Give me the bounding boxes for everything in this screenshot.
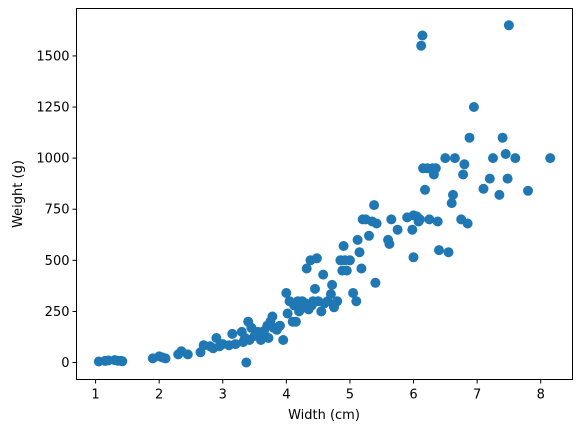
x-tick-label-0: 1 xyxy=(91,388,99,403)
y-tick-label-4: 1000 xyxy=(36,152,69,167)
x-tick-label-2: 3 xyxy=(219,388,227,403)
data-point-64 xyxy=(316,306,327,317)
data-point-121 xyxy=(468,102,479,112)
x-tick-label-3: 4 xyxy=(282,388,290,403)
data-point-108 xyxy=(430,163,441,174)
data-point-87 xyxy=(369,200,380,211)
y-tick-label-2: 500 xyxy=(45,254,70,269)
y-tick-label-0: 0 xyxy=(61,356,69,371)
data-point-123 xyxy=(484,173,495,184)
data-point-43 xyxy=(278,335,289,345)
data-point-88 xyxy=(370,277,381,288)
data-point-27 xyxy=(241,357,252,368)
data-point-129 xyxy=(503,20,514,31)
data-point-91 xyxy=(384,239,395,249)
data-point-85 xyxy=(364,230,374,241)
x-axis-label: Width (cm) xyxy=(288,408,360,423)
data-point-124 xyxy=(488,153,498,164)
data-point-105 xyxy=(424,214,435,225)
data-point-79 xyxy=(351,296,362,307)
data-point-119 xyxy=(462,218,473,229)
x-tick-label-5: 6 xyxy=(409,388,417,403)
x-tick-label-1: 2 xyxy=(155,388,163,403)
plot-frame xyxy=(76,8,573,380)
x-axis-ticks: 1 2 3 4 5 6 7 8 xyxy=(91,379,545,403)
data-point-117 xyxy=(458,169,469,180)
data-point-99 xyxy=(414,214,425,225)
data-point-103 xyxy=(420,184,430,195)
data-point-22 xyxy=(227,328,238,339)
data-point-92 xyxy=(386,214,397,225)
data-point-80 xyxy=(352,234,363,245)
data-point-110 xyxy=(434,245,444,256)
data-point-122 xyxy=(478,183,489,194)
data-point-39 xyxy=(267,311,278,322)
data-point-126 xyxy=(497,132,508,143)
data-point-82 xyxy=(356,263,367,274)
data-point-13 xyxy=(182,349,193,360)
data-point-44 xyxy=(281,288,292,298)
data-point-37 xyxy=(263,333,274,343)
y-tick-label-1: 250 xyxy=(45,305,70,320)
data-point-113 xyxy=(446,198,457,209)
data-point-42 xyxy=(275,320,285,331)
data-point-127 xyxy=(500,149,511,159)
data-point-76 xyxy=(341,265,352,276)
data-point-118 xyxy=(459,159,470,170)
data-point-45 xyxy=(282,308,293,319)
data-point-130 xyxy=(510,153,521,164)
data-point-112 xyxy=(443,247,454,258)
points-layer xyxy=(93,20,556,368)
y-tick-label-5: 1250 xyxy=(36,101,69,116)
data-point-132 xyxy=(545,153,556,164)
data-point-111 xyxy=(440,153,451,164)
data-point-49 xyxy=(290,316,301,327)
data-point-68 xyxy=(325,289,336,300)
data-point-109 xyxy=(432,216,443,227)
data-point-65 xyxy=(318,269,329,280)
data-point-125 xyxy=(494,189,505,200)
x-tick-label-4: 5 xyxy=(346,388,354,403)
data-point-133 xyxy=(408,252,419,263)
data-point-120 xyxy=(464,132,475,143)
data-point-115 xyxy=(449,153,460,164)
data-point-74 xyxy=(338,241,349,251)
y-tick-label-6: 1500 xyxy=(36,49,69,64)
data-point-89 xyxy=(371,218,382,229)
data-point-10 xyxy=(160,353,171,364)
data-point-95 xyxy=(407,224,418,235)
data-point-23 xyxy=(230,339,241,350)
data-point-128 xyxy=(502,173,513,184)
data-point-81 xyxy=(354,247,365,258)
data-point-61 xyxy=(310,283,320,294)
data-point-6 xyxy=(117,356,128,367)
data-point-62 xyxy=(311,253,322,264)
data-point-100 xyxy=(416,40,427,51)
data-point-101 xyxy=(417,30,428,41)
data-point-56 xyxy=(301,263,312,274)
y-axis-ticks: 0 250 500 750 1000 1250 1500 xyxy=(36,49,77,371)
data-point-114 xyxy=(448,189,458,200)
y-axis-label: Weight (g) xyxy=(11,160,26,228)
x-tick-label-7: 8 xyxy=(537,388,545,403)
data-point-78 xyxy=(348,288,359,298)
y-tick-label-3: 750 xyxy=(45,203,70,218)
data-point-131 xyxy=(523,185,533,196)
x-tick-label-6: 7 xyxy=(473,388,481,403)
data-point-71 xyxy=(332,296,343,307)
data-point-69 xyxy=(327,279,338,290)
data-point-93 xyxy=(392,224,403,235)
data-point-18 xyxy=(211,333,222,343)
data-point-77 xyxy=(344,255,355,266)
